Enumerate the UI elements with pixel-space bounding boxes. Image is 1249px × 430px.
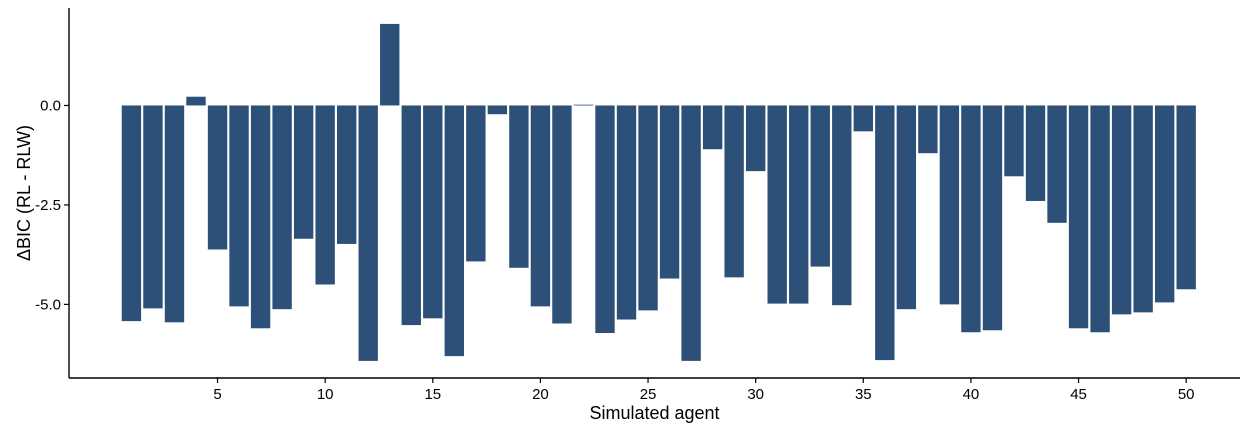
- bar-agent-27: [681, 105, 701, 361]
- bar-agent-10: [315, 105, 335, 285]
- x-tick-label: 5: [213, 386, 221, 403]
- bar-agent-18: [487, 105, 508, 115]
- bar-agent-1: [121, 105, 142, 322]
- bar-agent-2: [143, 105, 163, 309]
- bar-agent-38: [918, 105, 938, 154]
- x-tick-label: 20: [532, 386, 549, 403]
- bar-agent-24: [616, 105, 637, 320]
- bar-agent-32: [789, 105, 809, 304]
- y-tick-label: -5.0: [35, 296, 61, 313]
- bar-agent-8: [272, 105, 292, 310]
- bar-agent-9: [293, 105, 314, 239]
- y-tick-label: -2.5: [35, 197, 61, 214]
- bar-agent-12: [358, 105, 378, 361]
- bar-agent-23: [595, 105, 615, 334]
- x-tick-label: 10: [317, 386, 334, 403]
- bar-agent-48: [1133, 105, 1153, 313]
- bar-agent-11: [336, 105, 357, 244]
- bar-agent-5: [207, 105, 228, 250]
- bar-agent-49: [1154, 105, 1175, 303]
- x-tick-label: 30: [747, 386, 764, 403]
- bar-agent-47: [1111, 105, 1132, 315]
- bar-agent-33: [810, 105, 830, 267]
- x-tick-label: 35: [855, 386, 872, 403]
- bar-agent-43: [1025, 105, 1046, 201]
- bar-agent-19: [509, 105, 529, 268]
- bar-agent-31: [767, 105, 787, 304]
- bar-agent-16: [444, 105, 464, 357]
- bar-agent-42: [1004, 105, 1024, 177]
- bar-agent-17: [466, 105, 486, 262]
- bar-agent-50: [1176, 105, 1196, 290]
- bar-agent-40: [961, 105, 981, 333]
- bar-agent-15: [423, 105, 443, 319]
- y-ticks: 0.0 -2.5 -5.0: [35, 97, 69, 313]
- bar-agent-13: [380, 23, 400, 106]
- bar-agent-36: [875, 105, 895, 361]
- x-tick-label: 50: [1178, 386, 1195, 403]
- bar-agent-7: [250, 105, 271, 329]
- bar-agent-35: [853, 105, 873, 132]
- bar-agent-45: [1068, 105, 1089, 329]
- x-tick-label: 45: [1070, 386, 1087, 403]
- bar-agent-37: [896, 105, 917, 310]
- bar-agent-6: [229, 105, 249, 307]
- bar-agent-41: [982, 105, 1003, 331]
- bar-agent-21: [552, 105, 572, 324]
- bar-agent-3: [164, 105, 185, 323]
- bar-agent-20: [530, 105, 551, 307]
- bar-agent-4: [186, 96, 206, 106]
- bars-group: [121, 23, 1196, 361]
- bar-agent-25: [638, 105, 658, 311]
- x-tick-label: 15: [424, 386, 441, 403]
- bar-agent-46: [1090, 105, 1110, 333]
- bar-agent-26: [659, 105, 680, 279]
- bar-agent-39: [939, 105, 960, 305]
- bar-agent-29: [724, 105, 744, 278]
- bar-agent-34: [832, 105, 852, 306]
- y-axis-title: ΔBIC (RL - RLW): [14, 125, 34, 261]
- x-tick-label: 40: [963, 386, 980, 403]
- bar-agent-30: [745, 105, 766, 172]
- x-tick-label: 25: [640, 386, 657, 403]
- bar-agent-44: [1047, 105, 1067, 223]
- bar-agent-14: [401, 105, 421, 326]
- x-axis-title: Simulated agent: [589, 403, 719, 423]
- y-tick-label: 0.0: [40, 97, 61, 114]
- x-ticks: 5 10 15 20 25 30 35 40 45 50: [213, 378, 1195, 403]
- bar-agent-22: [573, 104, 594, 106]
- bar-agent-28: [702, 105, 723, 150]
